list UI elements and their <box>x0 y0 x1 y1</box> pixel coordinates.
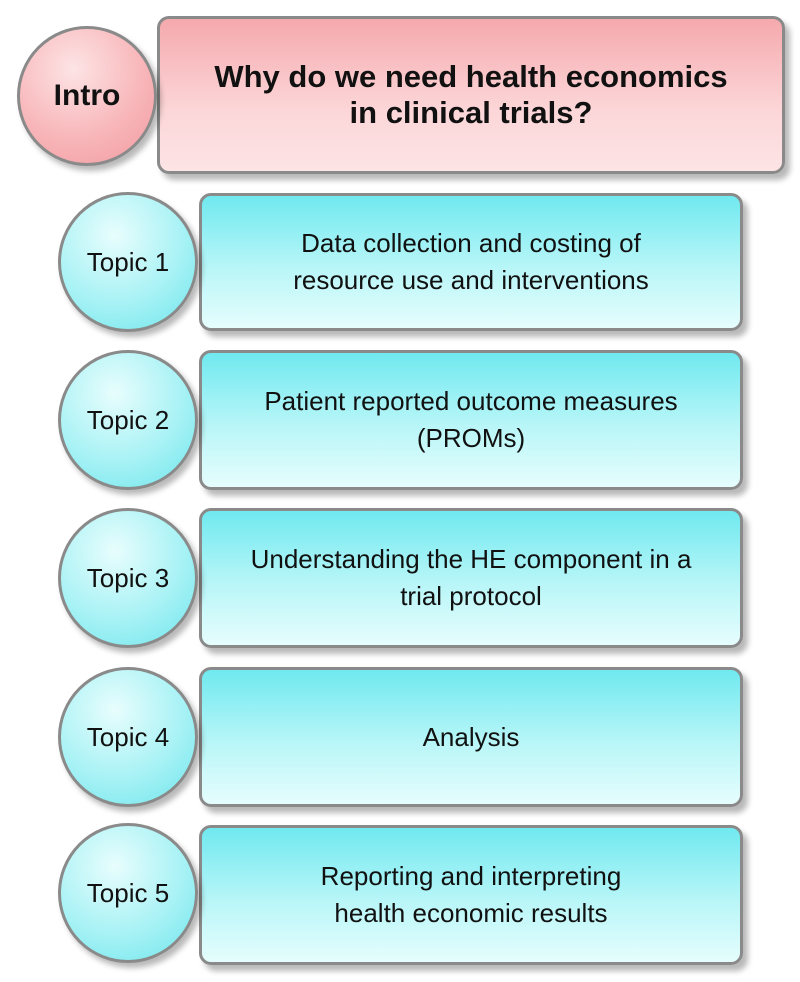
topic-4-box: Analysis <box>199 667 743 807</box>
topic-4-circle: Topic 4 <box>58 667 198 807</box>
topic-2-line-1: Patient reported outcome measures <box>264 386 678 416</box>
intro-circle-label: Intro <box>53 79 121 112</box>
intro-title-line-1: Why do we need health economics <box>214 59 728 94</box>
topic-3-description: Understanding the HE component in a tria… <box>251 541 692 615</box>
topic-5-line-1: Reporting and interpreting <box>320 861 622 891</box>
intro-title: Why do we need health economics in clini… <box>214 59 727 131</box>
topic-3-label: Topic 3 <box>86 562 170 593</box>
topic-4-line-1: Analysis <box>422 721 520 752</box>
topic-1-description: Data collection and costing of resource … <box>293 225 649 299</box>
topic-4-description: Analysis <box>423 719 520 756</box>
topic-1-box: Data collection and costing of resource … <box>199 193 743 331</box>
intro-circle: Intro <box>17 26 157 166</box>
topic-2-label: Topic 2 <box>86 404 170 435</box>
topic-1-label: Topic 1 <box>86 246 170 277</box>
topic-2-circle: Topic 2 <box>58 350 198 490</box>
topic-5-label: Topic 5 <box>86 877 170 908</box>
topic-3-circle: Topic 3 <box>58 508 198 648</box>
topic-1-circle: Topic 1 <box>58 192 198 332</box>
topic-5-box: Reporting and interpreting health econom… <box>199 825 743 965</box>
topic-2-box: Patient reported outcome measures (PROMs… <box>199 350 743 490</box>
topic-4-label: Topic 4 <box>86 721 170 752</box>
topic-2-description: Patient reported outcome measures (PROMs… <box>264 383 677 457</box>
topic-3-box: Understanding the HE component in a tria… <box>199 508 743 648</box>
topic-5-description: Reporting and interpreting health econom… <box>321 858 622 932</box>
topic-1-line-2: resource use and interventions <box>293 265 649 295</box>
topic-5-line-2: health economic results <box>334 898 608 928</box>
topic-5-circle: Topic 5 <box>58 823 198 963</box>
topic-3-line-2: trial protocol <box>400 581 542 611</box>
intro-title-line-2: in clinical trials? <box>349 95 593 130</box>
topic-2-line-2: (PROMs) <box>416 423 526 453</box>
intro-title-box: Why do we need health economics in clini… <box>157 16 785 174</box>
topic-1-line-1: Data collection and costing of <box>301 228 641 258</box>
topic-3-line-1: Understanding the HE component in a <box>250 544 692 574</box>
